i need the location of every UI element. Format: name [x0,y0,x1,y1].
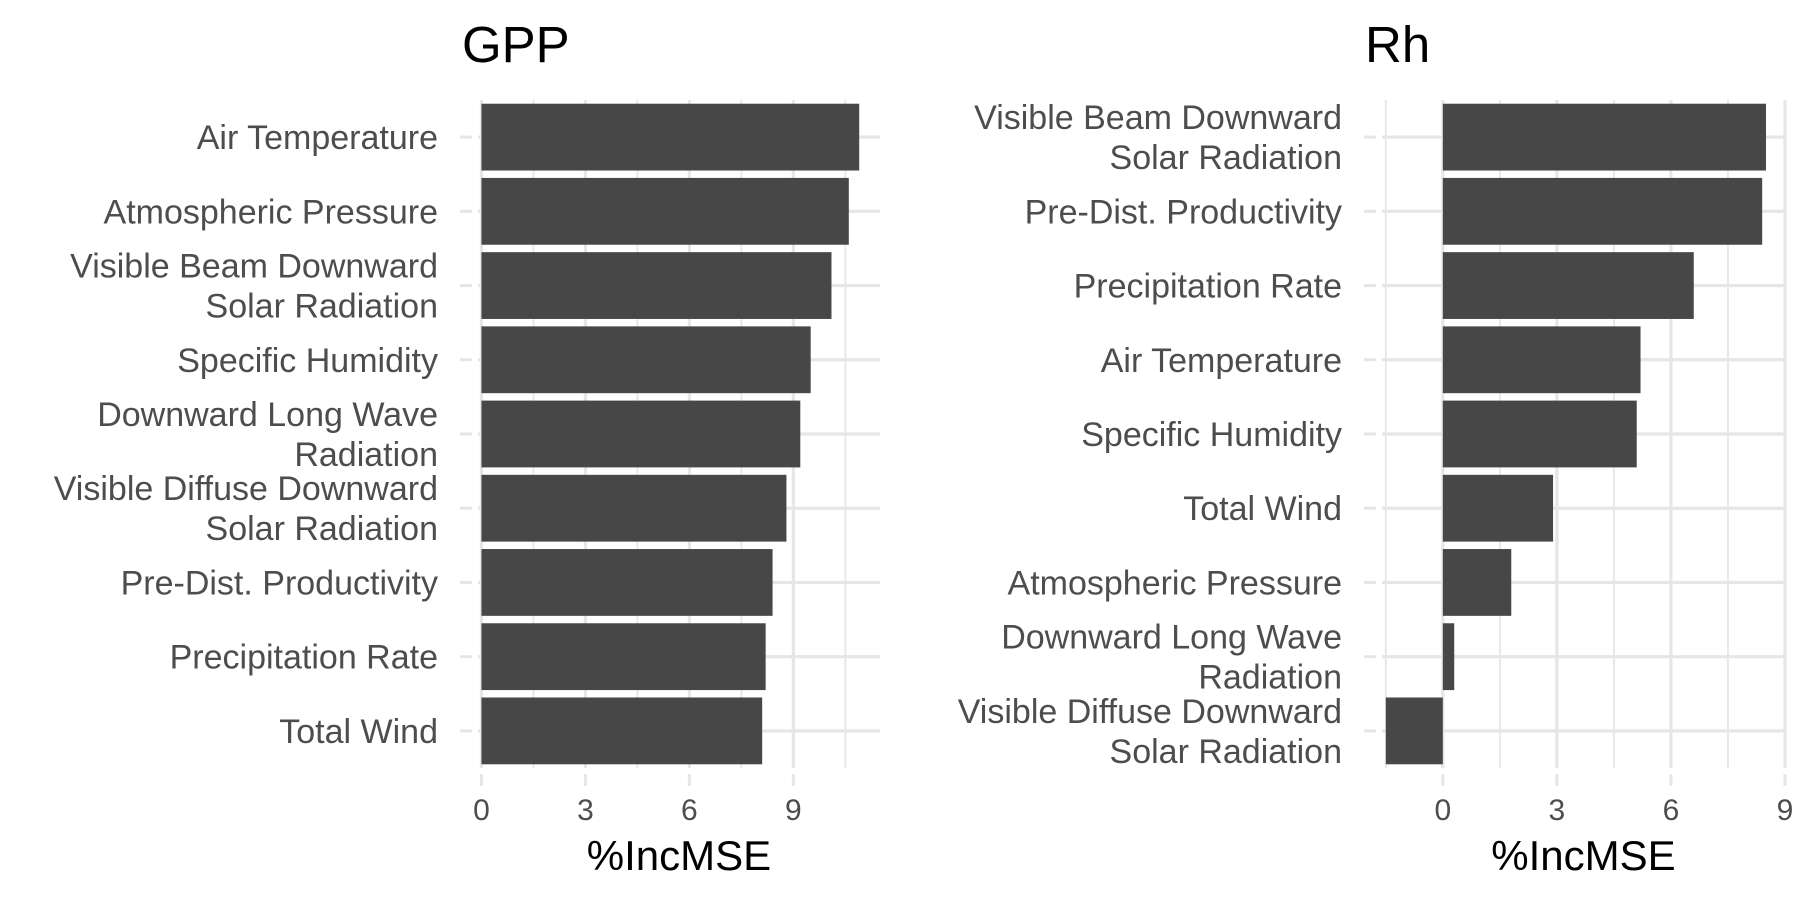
panel-1-category-label: Visible Diffuse Downward [54,470,438,508]
panel-2-category-label: Atmospheric Pressure [1008,564,1342,602]
panel-2-category-label: Visible Diffuse Downward [958,693,1342,731]
panel-1-category-label: Air Temperature [197,119,438,157]
panel-2-category-label: Air Temperature [1101,342,1342,380]
panel-1-category-label: Specific Humidity [177,342,438,380]
panel-2-x-tick-label: 3 [1549,794,1566,827]
panel-2-category-label: Solar Radiation [1110,733,1342,771]
panel-2-bar-4 [1442,326,1641,394]
panel-1-category-label: Solar Radiation [206,510,438,548]
panel-2-bar-3 [1442,252,1694,319]
panel-2-x-tick-label: 9 [1777,794,1794,827]
panel-2-category-label: Downward Long Wave [1001,619,1342,657]
panel-1-bar-1 [481,103,860,171]
panel-1-category-label: Visible Beam Downward [70,248,438,286]
panel-1-category-label: Precipitation Rate [170,639,438,677]
panel-1-bar-2 [481,177,849,245]
panel-2-bar-1 [1442,103,1766,171]
panel-1-category-label: Downward Long Wave [97,396,438,434]
panel-1-bar-6 [481,474,787,542]
panel-2-category-label: Precipitation Rate [1074,268,1342,306]
panel-2-x-axis-title: %IncMSE [1491,832,1675,879]
panel-2-x-tick-label: 6 [1663,794,1680,827]
panel-2-x-tick-label: 0 [1434,794,1451,827]
panel-2-category-label: Solar Radiation [1110,139,1342,177]
panel-1-bar-7 [481,549,773,616]
panel-1-x-tick-label: 9 [785,794,802,827]
panel-1-bar-4 [481,326,811,394]
panel-1-x-axis-title: %IncMSE [587,832,771,879]
panel-1-bar-5 [481,400,801,468]
panel-2-category-label: Visible Beam Downward [974,99,1342,137]
panel-1-category-label: Solar Radiation [206,288,438,326]
panel-1-x-tick-label: 6 [681,794,698,827]
panel-1-category-label: Radiation [294,436,438,474]
panel-1-category-label: Total Wind [279,713,438,751]
panel-2-bar-6 [1442,474,1554,542]
panel-2-title: Rh [1365,16,1430,73]
panel-2-bar-8 [1442,623,1455,691]
panel-2-category-label: Pre-Dist. Productivity [1025,193,1342,231]
panel-2-bar-9 [1385,697,1443,765]
panel-1-x-tick-label: 3 [577,794,594,827]
panel-1-x-tick-label: 0 [473,794,490,827]
panel-1-title: GPP [462,16,570,73]
panel-2-category-label: Specific Humidity [1081,416,1342,454]
panel-1-bar-9 [481,697,763,765]
panel-2-category-label: Total Wind [1183,490,1342,528]
panel-2-bar-7 [1442,549,1512,616]
panel-2-bar-2 [1442,177,1763,245]
panel-1-category-label: Atmospheric Pressure [104,193,438,231]
panel-2-category-label: Radiation [1198,659,1342,697]
panel-1-bar-3 [481,252,832,319]
panel-2-bar-5 [1442,400,1637,468]
panel-1-category-label: Pre-Dist. Productivity [121,564,438,602]
panel-1-bar-8 [481,623,766,691]
